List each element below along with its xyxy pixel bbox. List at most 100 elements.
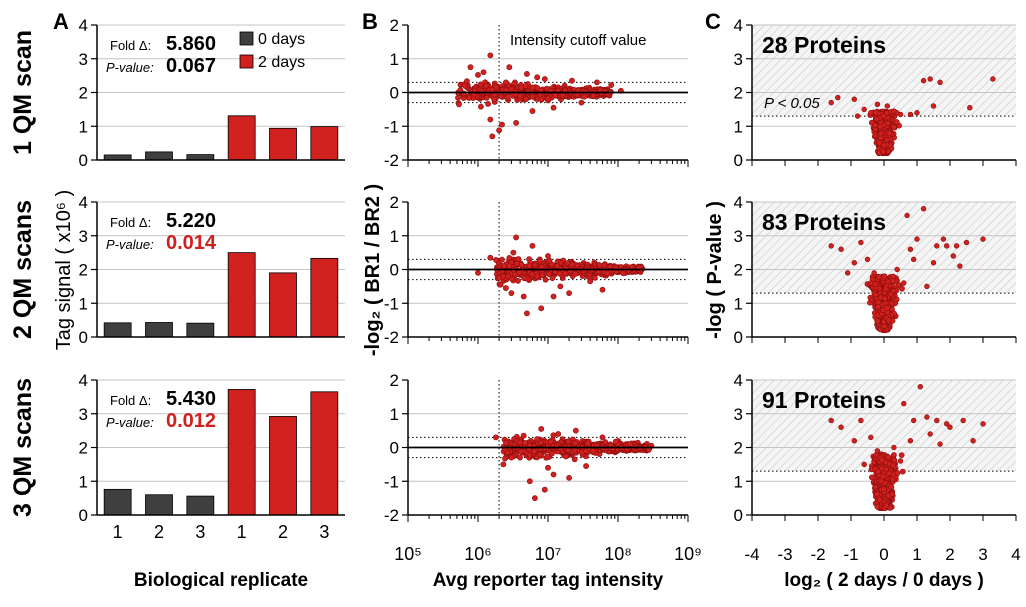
volcano-point — [861, 461, 867, 468]
y-tick-label: 2 — [734, 439, 743, 458]
volcano-point — [899, 285, 905, 292]
scatter-point — [581, 93, 588, 100]
row-label: 1 QM scan — [9, 30, 37, 155]
bar-2-days — [227, 389, 256, 516]
bar-chart-row-3: 0 1 2 3 4 Fold Δ: 5.430 P-value: 0.012 — [79, 371, 345, 525]
volcano-point — [990, 76, 996, 82]
volcano-point — [875, 303, 882, 310]
bar-0-days — [186, 495, 215, 516]
scatter-point — [549, 275, 556, 282]
volcano-point — [930, 260, 937, 266]
scatter-point — [590, 92, 597, 99]
scatter-point — [572, 270, 579, 277]
scatter-point — [487, 52, 494, 59]
scatter-point — [480, 69, 487, 76]
y-tick-label: 3 — [734, 227, 743, 246]
y-tick-label: -1 — [384, 472, 399, 491]
y-tick-label: 2 — [734, 84, 743, 103]
volcano-point — [885, 317, 892, 324]
fold-change-value: 5.430 — [166, 388, 216, 410]
volcano-point — [881, 323, 888, 330]
scatter-point — [537, 439, 544, 446]
volcano-point — [897, 458, 904, 464]
y-tick-label: 3 — [79, 405, 88, 424]
volcano-point — [874, 491, 881, 498]
x-tick-label: 2 — [278, 522, 288, 542]
y-tick-label: 0 — [390, 261, 399, 280]
bar-0-days — [186, 322, 215, 338]
scatter-point — [503, 440, 509, 446]
scatter-b-row-2: -2 -1 0 1 2 — [384, 193, 689, 347]
scatter-point — [627, 441, 634, 448]
scatter-point — [477, 81, 484, 88]
volcano-point — [967, 104, 973, 111]
p-value-label: P-value: — [106, 415, 154, 430]
scatter-point — [556, 270, 563, 277]
scatter-point — [508, 290, 515, 297]
bar-0-days — [103, 488, 132, 516]
scatter-point — [546, 271, 552, 277]
scatter-point — [513, 234, 519, 241]
bar-2-days — [310, 391, 339, 516]
scatter-point — [566, 474, 572, 481]
scatter-point — [563, 453, 569, 460]
bar-0-days — [186, 154, 215, 161]
volcano-point — [864, 256, 871, 263]
bar-2-days — [269, 127, 297, 161]
volcano-point — [970, 438, 976, 444]
scatter-point — [572, 440, 578, 447]
scatter-point — [548, 438, 554, 445]
y-tick-label: 0 — [734, 151, 743, 170]
volcano-point — [889, 476, 896, 483]
scatter-point — [515, 277, 521, 284]
x-tick-label: 10⁵ — [394, 544, 421, 564]
scatter-point — [493, 84, 500, 91]
x-tick-label: 1 — [912, 545, 921, 564]
scatter-point — [508, 86, 515, 93]
volcano-point — [835, 94, 841, 101]
volcano-point — [963, 239, 970, 246]
volcano-point — [960, 417, 966, 424]
x-tick-label: 1 — [113, 522, 123, 542]
volcano-point — [943, 243, 950, 249]
volcano-point — [880, 473, 886, 480]
volcano-point — [874, 101, 881, 108]
volcano-point — [890, 287, 897, 294]
volcano-point — [927, 431, 933, 437]
volcano-point — [880, 113, 887, 120]
panel-letter-b: B — [362, 9, 378, 34]
scatter-point — [529, 108, 536, 114]
volcano-point — [872, 122, 879, 129]
volcano-point — [871, 270, 877, 276]
volcano-point — [877, 123, 884, 130]
scatter-point — [545, 464, 551, 471]
scatter-point — [455, 94, 461, 101]
y-tick-label: 3 — [734, 50, 743, 69]
bar-0-days — [145, 151, 173, 161]
scatter-point — [541, 76, 548, 82]
scatter-point — [599, 434, 606, 441]
x-tick-label: 3 — [319, 522, 329, 542]
y-tick-label: 2 — [79, 439, 88, 458]
intensity-cutoff-annotation: Intensity cutoff value — [510, 32, 646, 49]
scatter-point — [517, 439, 524, 446]
scatter-point — [526, 452, 533, 459]
y-tick-label: 2 — [79, 261, 88, 280]
p-value-value: 0.014 — [166, 232, 217, 254]
scatter-point — [492, 434, 499, 441]
volcano-point — [901, 280, 907, 286]
x-tick-label: 2 — [154, 522, 164, 542]
volcano-point — [884, 103, 890, 109]
volcano-point — [868, 280, 874, 286]
scatter-point — [517, 92, 524, 99]
row-label: 3 QM scans — [9, 378, 37, 517]
scatter-point — [538, 305, 545, 312]
scatter-point — [487, 254, 494, 261]
volcano-point — [934, 243, 940, 249]
volcano-point — [910, 256, 917, 263]
volcano-row-1: 0 1 2 3 4 28 Proteins — [734, 16, 1017, 170]
bar-0-days — [145, 322, 173, 338]
volcano-point — [897, 111, 904, 118]
volcano-point — [917, 384, 923, 390]
bar-2-days — [269, 272, 297, 338]
